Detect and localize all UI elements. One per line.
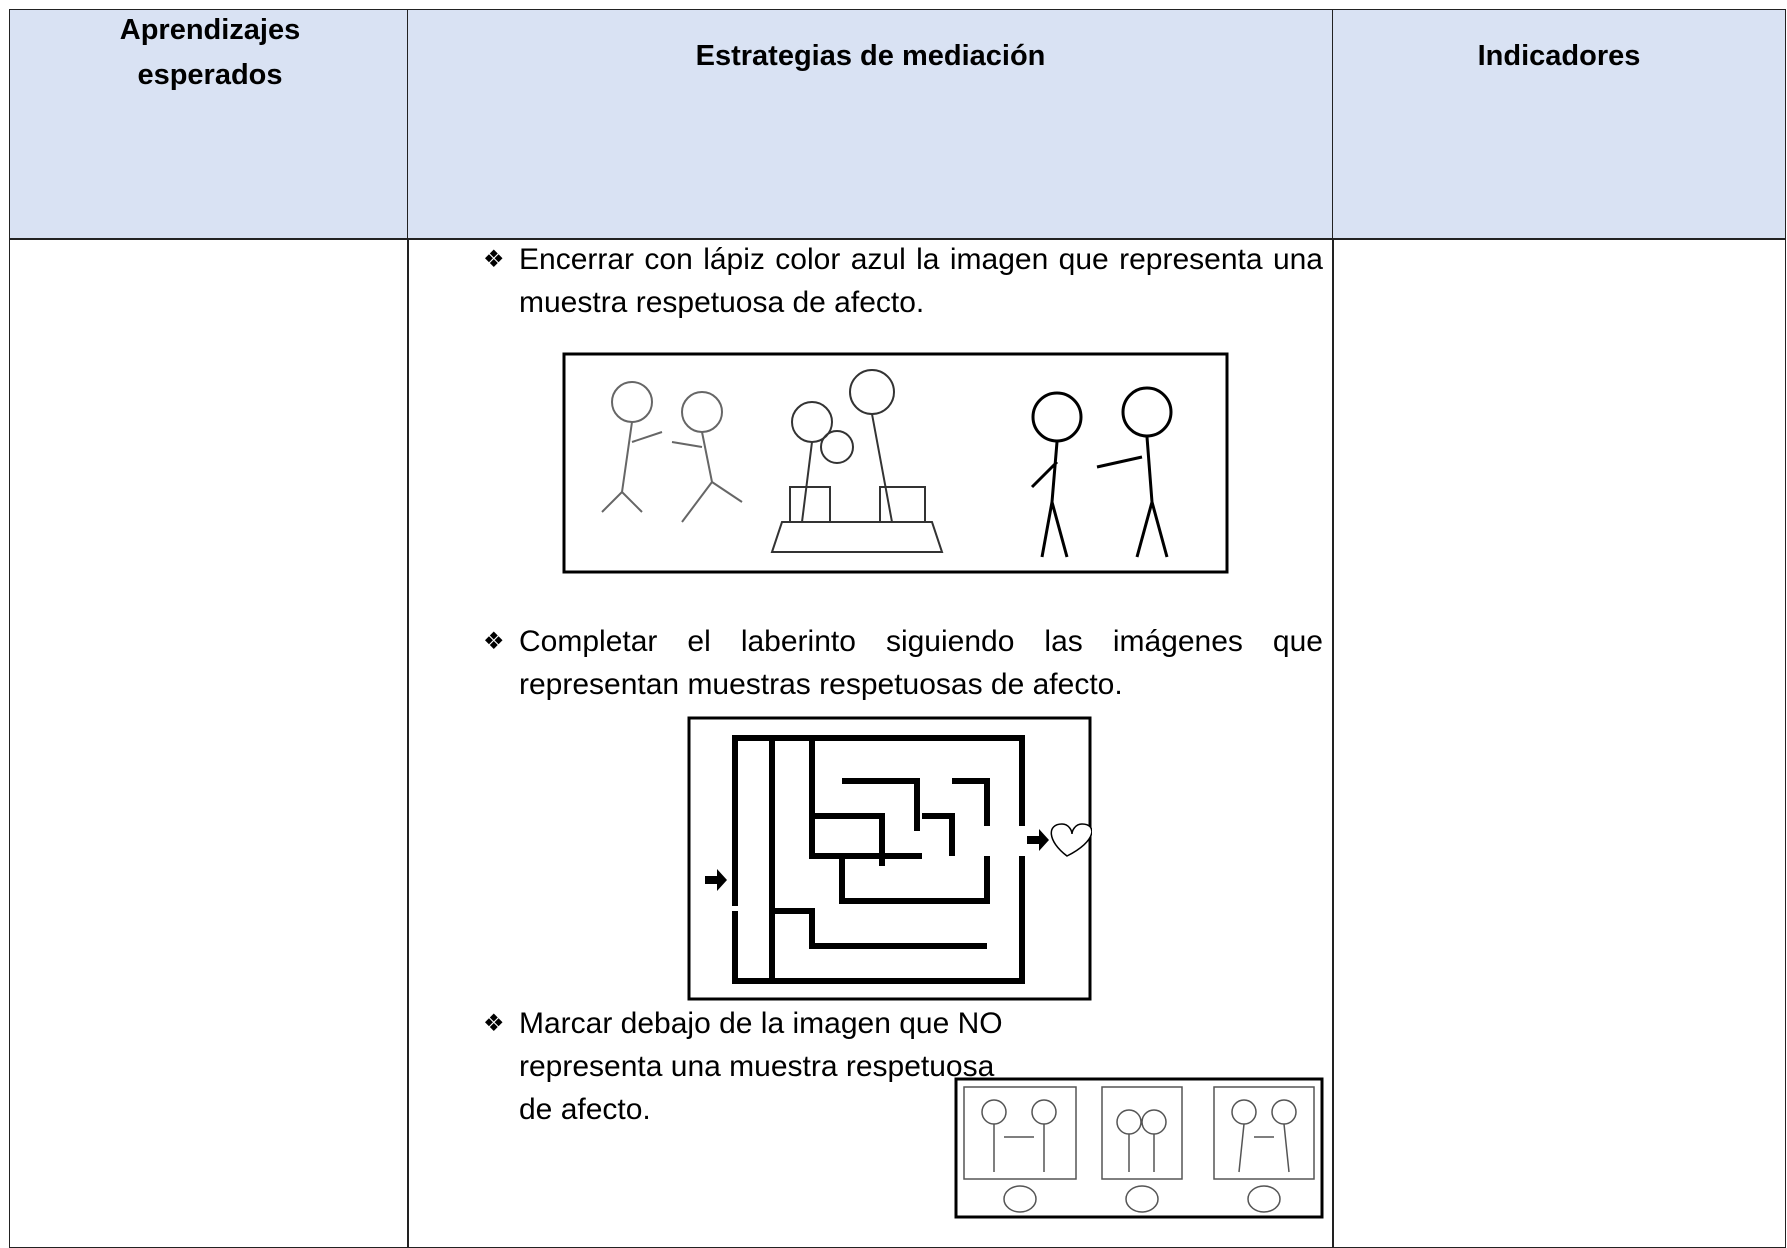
illustration-choices	[954, 1077, 1324, 1219]
header-text: Aprendizajes esperados	[119, 14, 301, 91]
header-cell	[1332, 9, 1786, 240]
body-cell	[9, 238, 409, 1248]
illustration-maze	[687, 716, 1092, 1001]
header-cell	[407, 9, 1334, 240]
strategy-item: ❖ Completar el laberinto siguiendo las im…	[483, 620, 1323, 706]
header-cell	[9, 9, 409, 240]
strategy-text: Marcar debajo de la imagen que NO repres…	[519, 1007, 1003, 1126]
body-cell	[1332, 238, 1786, 1248]
strategy-text: Encerrar con lápiz color azul la imagen …	[519, 243, 1323, 319]
illustration-children	[562, 352, 1229, 574]
strategy-item: ❖ Encerrar con lápiz color azul la imagen…	[483, 238, 1323, 324]
header-text: Estrategias de mediación	[695, 40, 1046, 72]
header-text: Indicadores	[1477, 40, 1641, 72]
strategy-item: ❖ Marcar debajo de la imagen que NO repre…	[483, 1002, 1323, 1131]
strategy-text: Completar el laberinto siguiendo las imá…	[519, 625, 1323, 701]
